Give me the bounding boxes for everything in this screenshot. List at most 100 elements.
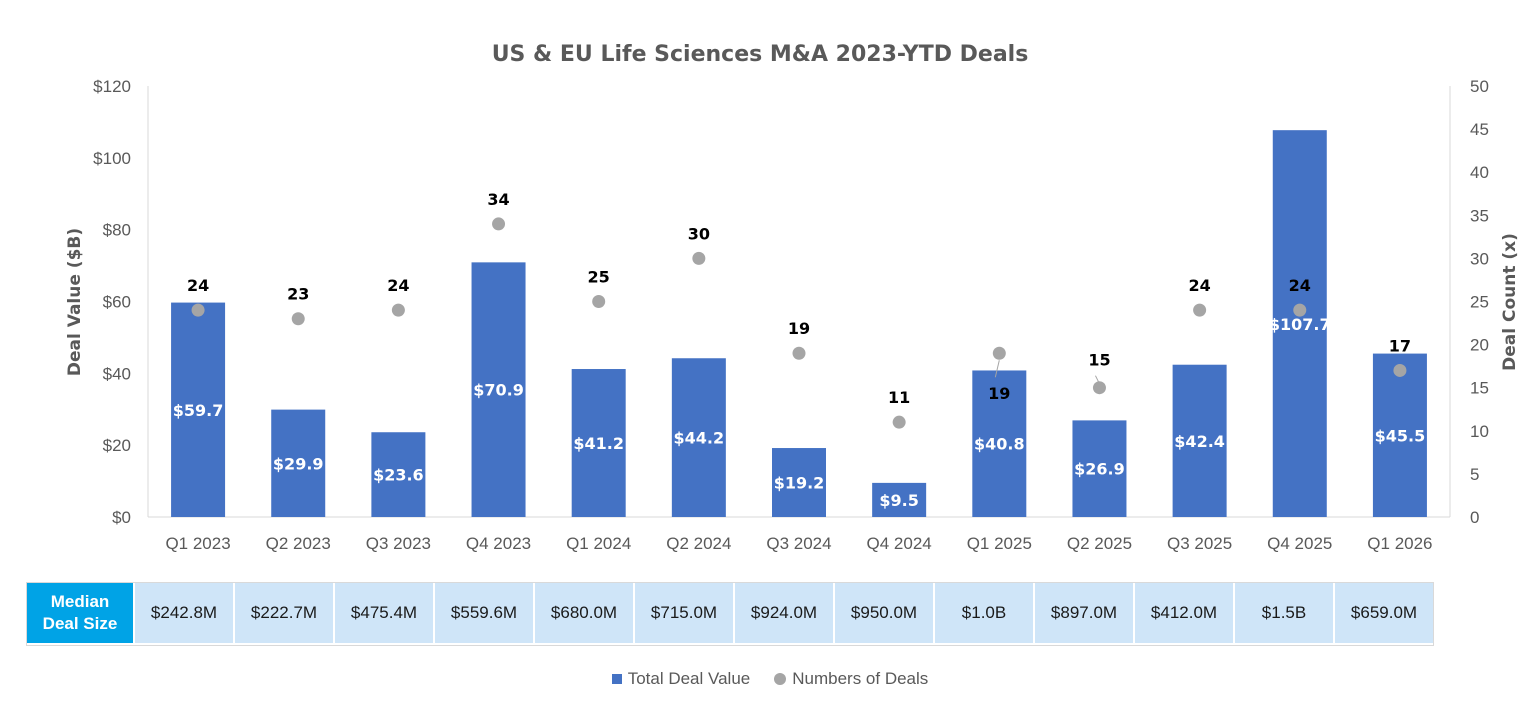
bar (772, 448, 826, 517)
deal-count-point (792, 346, 806, 360)
median-table-cell: $924.0M (735, 583, 833, 643)
legend-bar-swatch (611, 674, 622, 684)
bar-value-label: $26.9 (1074, 460, 1125, 479)
deal-count-point (291, 312, 305, 326)
bar (671, 358, 726, 517)
median-table-header: Median Deal Size (27, 583, 133, 643)
deal-count-label: 34 (487, 190, 509, 209)
deal-count-point (391, 303, 405, 317)
bar (972, 370, 1027, 517)
y-tick-label: $120 (93, 77, 131, 96)
deal-count-label: 17 (1389, 336, 1411, 355)
x-tick-label: Q1 2025 (967, 534, 1032, 553)
x-tick-label: Q2 2025 (1067, 534, 1132, 553)
median-header-line2: Deal Size (42, 614, 118, 633)
x-tick-label: Q4 2023 (466, 534, 531, 553)
bar-value-label: $19.2 (774, 474, 825, 493)
median-table-cell: $897.0M (1035, 583, 1133, 643)
legend-item-numbers-of-deals: Numbers of Deals (774, 669, 928, 689)
y2-axis-title: Deal Count (x) (1500, 233, 1520, 371)
bar-value-label: $41.2 (573, 434, 624, 453)
y2-tick-label: 25 (1470, 293, 1489, 312)
chart-title: US & EU Life Sciences M&A 2023-YTD Deals (492, 42, 1029, 67)
median-table-cell: $680.0M (535, 583, 633, 643)
deal-count-point (1193, 303, 1207, 317)
deal-count-label: 11 (888, 388, 910, 407)
chart-legend: Total Deal Value Numbers of Deals (0, 669, 1540, 689)
median-table-cell: $412.0M (1135, 583, 1233, 643)
label-leader-line (1095, 375, 1100, 384)
label-leader-line (994, 360, 1000, 378)
deal-count-point (992, 346, 1006, 360)
bar (571, 369, 626, 517)
median-table-cell: $659.0M (1335, 583, 1433, 643)
y2-tick-label: 45 (1470, 120, 1489, 139)
bar-value-label: $45.5 (1375, 426, 1426, 445)
bar-value-label: $29.9 (273, 454, 324, 473)
bar-value-label: $9.5 (879, 491, 918, 510)
bar-value-label: $59.7 (173, 401, 224, 420)
legend-item-total-deal-value: Total Deal Value (611, 669, 750, 689)
deal-count-label: 24 (1289, 276, 1311, 295)
x-tick-label: Q1 2023 (165, 534, 230, 553)
y2-tick-label: 35 (1470, 206, 1489, 225)
plot-area: $0 $20 $40 $60 $80 $100 $120 0 5 10 15 20 25 30 35 40 45… (93, 77, 1489, 553)
median-table-cell: $715.0M (635, 583, 733, 643)
bar (1172, 364, 1227, 517)
median-table-cell: $475.4M (335, 583, 433, 643)
y-tick-label: $60 (103, 293, 131, 312)
bar-value-label: $40.8 (974, 435, 1025, 454)
bar (872, 482, 927, 517)
x-tick-label: Q4 2025 (1267, 534, 1332, 553)
bar-value-label: $70.9 (473, 381, 524, 400)
legend-dot-swatch (774, 673, 787, 685)
x-tick-label: Q2 2024 (666, 534, 731, 553)
x-tick-label: Q3 2023 (366, 534, 431, 553)
deal-count-label: 24 (387, 276, 409, 295)
x-tick-label: Q1 2026 (1367, 534, 1432, 553)
bar-value-label: $23.6 (373, 466, 424, 485)
bar-value-label: $42.4 (1174, 432, 1225, 451)
bar (271, 409, 326, 517)
median-table-cell: $559.6M (435, 583, 533, 643)
x-tick-label: Q1 2024 (566, 534, 631, 553)
bar (371, 432, 426, 517)
deal-count-point (692, 251, 706, 265)
y2-tick-label: 50 (1470, 77, 1489, 96)
y2-tick-label: 40 (1470, 163, 1489, 182)
deal-count-label: 30 (688, 224, 710, 243)
deal-count-label: 23 (287, 285, 309, 304)
bar (1072, 420, 1127, 517)
y2-tick-label: 30 (1470, 249, 1489, 268)
bar-value-label: $107.7 (1269, 315, 1331, 334)
y-tick-label: $80 (103, 221, 131, 240)
bar-value-label: $44.2 (674, 429, 725, 448)
y-tick-label: $100 (93, 149, 131, 168)
deal-count-point (1393, 363, 1407, 377)
deal-count-label: 19 (988, 384, 1010, 403)
deal-count-point (892, 415, 906, 429)
bar (171, 302, 226, 517)
x-tick-label: Q3 2024 (766, 534, 831, 553)
y2-tick-label: 20 (1470, 336, 1489, 355)
median-table-cells: $242.8M $222.7M $475.4M $559.6M $680.0M $715.… (133, 583, 1433, 645)
deal-count-point (191, 303, 205, 317)
y-tick-label: $0 (112, 508, 131, 527)
median-table-cell: $242.8M (135, 583, 233, 643)
x-tick-label: Q3 2025 (1167, 534, 1232, 553)
deal-count-point (492, 217, 506, 231)
deal-count-point (592, 295, 606, 308)
median-table-cell: $950.0M (835, 583, 933, 643)
deal-count-point (1293, 303, 1307, 317)
legend-label-numbers-of-deals: Numbers of Deals (792, 669, 929, 688)
combo-chart: US & EU Life Sciences M&A 2023-YTD Deals… (65, 42, 1520, 553)
y-tick-label: $20 (103, 436, 131, 455)
y2-tick-label: 15 (1470, 379, 1489, 398)
deal-count-label: 25 (588, 268, 610, 287)
deal-count-label: 24 (1188, 276, 1210, 295)
deal-count-point (1092, 381, 1106, 395)
bar (1372, 353, 1427, 517)
y-tick-label: $40 (103, 364, 131, 383)
y2-tick-label: 0 (1470, 508, 1479, 527)
x-tick-label: Q2 2023 (266, 534, 331, 553)
